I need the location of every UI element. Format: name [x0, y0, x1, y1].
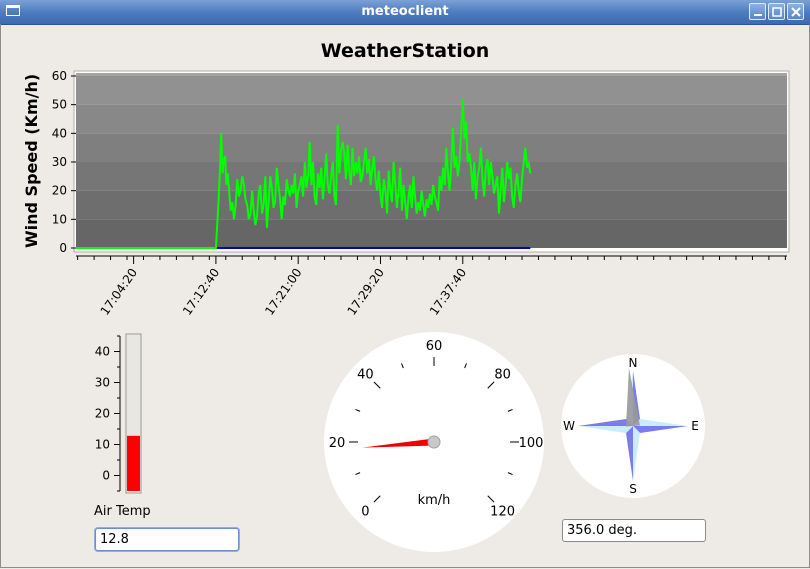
thermometer-fill — [127, 435, 140, 491]
close-button[interactable] — [787, 3, 804, 20]
minimize-button[interactable] — [749, 3, 766, 20]
minimize-icon — [754, 14, 762, 16]
window-menu-icon[interactable] — [6, 5, 20, 16]
window-titlebar[interactable]: meteoclient — [0, 0, 810, 25]
thermometer-tick-label: 30 — [95, 376, 110, 390]
y-tick-label: 30 — [52, 155, 67, 169]
y-tick-label: 10 — [52, 212, 67, 226]
gauge-label: 20 — [329, 436, 346, 451]
thermometer-tick-label: 0 — [102, 469, 110, 483]
grid-band — [76, 73, 787, 76]
wind-direction-field[interactable] — [562, 519, 706, 542]
y-tick-label: 40 — [52, 126, 67, 140]
y-tick-label: 60 — [52, 69, 67, 83]
rose-point-s — [633, 426, 640, 481]
compass-label-n: N — [629, 356, 638, 370]
gauge-unit-label: km/h — [418, 493, 451, 508]
grid-band — [76, 104, 787, 134]
grid-band — [76, 219, 787, 248]
gauge-needle — [362, 438, 435, 448]
chart-title: WeatherStation — [320, 40, 490, 62]
gauge-hub — [427, 435, 441, 449]
close-icon — [791, 7, 801, 17]
gauge-tick — [487, 495, 495, 503]
rose-point-s — [626, 426, 633, 481]
compass-label-w: W — [563, 419, 575, 433]
rose-point-e — [633, 419, 688, 426]
thermometer-tick-label: 40 — [95, 345, 110, 359]
grid-band — [76, 162, 787, 191]
maximize-icon — [772, 7, 782, 17]
gauge-label: 100 — [519, 436, 544, 451]
gauge-tick — [464, 363, 467, 369]
maximize-button[interactable] — [768, 3, 785, 20]
window-title: meteoclient — [361, 4, 449, 19]
compass-needle — [626, 368, 640, 427]
gauge-tick — [507, 472, 513, 475]
gauge-tick — [355, 409, 361, 412]
rose-point-w — [578, 419, 633, 426]
compass-label-s: S — [629, 482, 637, 496]
thermometer-tick-label: 10 — [95, 438, 110, 452]
gauge-label: 120 — [490, 505, 515, 520]
gauge-label: 80 — [494, 367, 511, 382]
rose-point-w — [578, 426, 633, 433]
y-tick-label: 50 — [52, 98, 67, 112]
gauge-tick — [487, 381, 495, 389]
thermometer-tick-label: 20 — [95, 407, 110, 421]
gauge-tick — [373, 381, 381, 389]
grid-band — [76, 133, 787, 162]
gauge-tick — [355, 472, 361, 475]
rose-point-e — [633, 426, 688, 433]
gauge-label: 40 — [357, 367, 374, 382]
gauge-label: 0 — [361, 505, 369, 520]
wind-speed-series-line — [76, 98, 532, 249]
compass-label-e: E — [691, 419, 699, 433]
gauge-label: 60 — [426, 339, 443, 354]
air-temp-field[interactable] — [95, 528, 239, 551]
gauge-tick — [401, 363, 404, 369]
air-temp-label: Air Temp — [94, 504, 151, 519]
gauge-tick — [507, 409, 513, 412]
gauge-tick — [373, 495, 381, 503]
y-tick-label: 20 — [52, 184, 67, 198]
y-tick-label: 0 — [59, 241, 67, 255]
grid-band — [76, 76, 787, 105]
